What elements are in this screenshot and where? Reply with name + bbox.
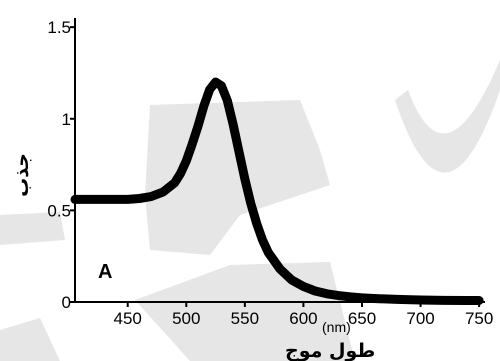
x-axis-unit: (nm) [322, 319, 351, 335]
y-tick-label: 0.5 [47, 201, 71, 220]
y-tick-label: 0 [62, 293, 71, 312]
x-tick-label: 650 [348, 309, 376, 328]
panel-label: A [98, 261, 112, 283]
watermark-shape-lower-left [0, 318, 60, 361]
x-tick-label: 700 [406, 309, 434, 328]
watermark-arc-right [395, 60, 500, 173]
x-tick-label: 450 [114, 309, 142, 328]
x-axis-title: طول موج [285, 340, 375, 361]
y-tick-label: 1.5 [47, 18, 71, 37]
y-ticks: 0 0.5 1 1.5 [47, 18, 75, 312]
absorbance-curve [70, 77, 484, 305]
y-axis-title: جذب [11, 153, 33, 197]
x-tick-label: 600 [289, 309, 317, 328]
x-tick-label: 750 [465, 309, 493, 328]
watermark-shape-left [0, 212, 65, 245]
x-tick-label: 550 [231, 309, 259, 328]
x-tick-label: 500 [172, 309, 200, 328]
x-ticks: 450 500 550 600 650 700 750 [114, 302, 493, 328]
y-tick-label: 1 [62, 110, 71, 129]
